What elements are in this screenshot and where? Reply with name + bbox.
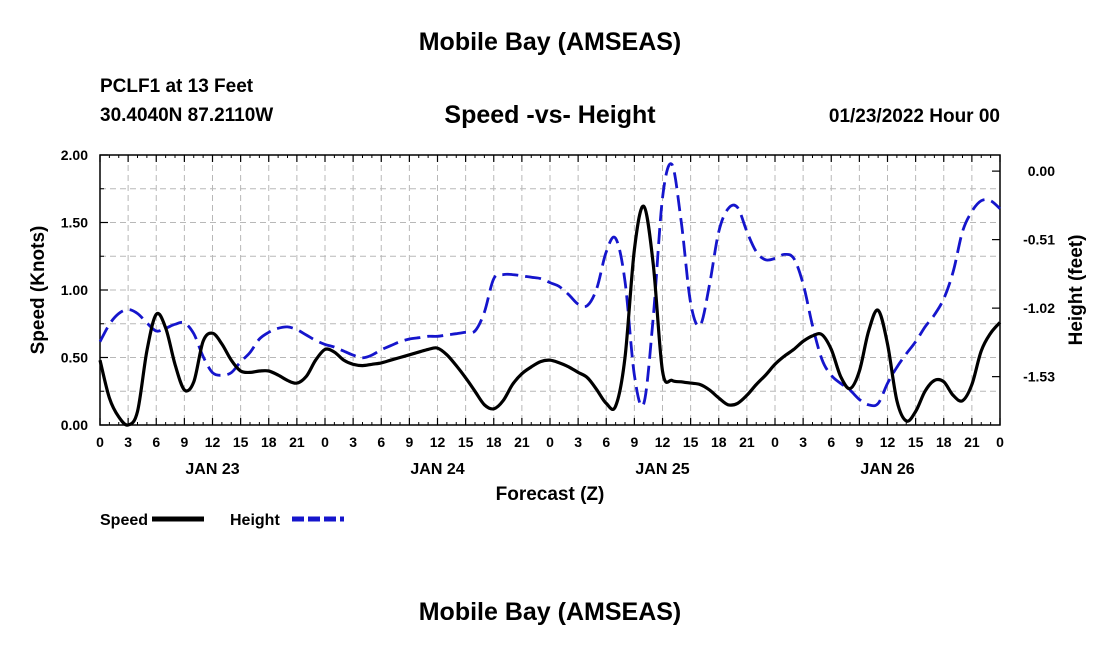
y2-axis-title: Height (feet) [1066, 235, 1087, 346]
x-tick-label: 21 [739, 434, 755, 450]
x-axis-title: Forecast (Z) [496, 484, 605, 505]
x-tick-label: 21 [964, 434, 980, 450]
grid-lines [100, 155, 1000, 425]
x-tick-label: 0 [996, 434, 1004, 450]
y2-tick-label: -1.02 [1023, 300, 1055, 316]
x-tick-label: 15 [908, 434, 924, 450]
axis-labels: 0 3 6 9 12 15 18 21 0 3 6 9 12 15 18 21 0 3 6 9 12 15 18 21 0 3 6 9… [28, 147, 1087, 505]
x-tick-label: 18 [261, 434, 277, 450]
day-label: JAN 26 [860, 461, 914, 478]
x-tick-label: 6 [377, 434, 385, 450]
x-tick-label: 6 [152, 434, 160, 450]
y-tick-label: 0.50 [61, 350, 88, 366]
day-label: JAN 23 [185, 461, 239, 478]
legend-label-height: Height [230, 512, 280, 529]
x-tick-label: 3 [799, 434, 807, 450]
coordinates-label: 30.4040N 87.2110W [100, 105, 274, 126]
day-label: JAN 24 [410, 461, 464, 478]
y-tick-label: 2.00 [61, 147, 88, 163]
x-tick-label: 12 [655, 434, 671, 450]
x-tick-label: 18 [486, 434, 502, 450]
y-tick-label: 1.50 [61, 215, 88, 231]
series-line-speed [98, 204, 1002, 427]
x-tick-label: 6 [602, 434, 610, 450]
x-tick-label: 18 [936, 434, 952, 450]
x-tick-label: 0 [321, 434, 329, 450]
x-tick-label: 15 [233, 434, 249, 450]
day-label: JAN 25 [635, 461, 689, 478]
x-tick-label: 12 [205, 434, 221, 450]
x-tick-label: 15 [683, 434, 699, 450]
x-tick-label: 21 [514, 434, 530, 450]
x-tick-label: 0 [96, 434, 104, 450]
x-tick-label: 3 [349, 434, 357, 450]
x-tick-label: 9 [630, 434, 638, 450]
bottom-title: Mobile Bay (AMSEAS) [418, 598, 682, 626]
x-tick-label: 9 [180, 434, 188, 450]
x-tick-label: 21 [289, 434, 305, 450]
speed-height-chart: 0 3 6 9 12 15 18 21 0 3 6 9 12 15 18 21 0 3 6 9 12 15 18 21 0 3 6 9… [28, 147, 1087, 529]
x-tick-label: 0 [771, 434, 779, 450]
series-line-height [98, 162, 1001, 408]
station-label: PCLF1 at 13 Feet [100, 76, 254, 97]
x-tick-label: 3 [574, 434, 582, 450]
y-tick-label: 0.00 [61, 417, 88, 433]
y2-tick-label: -1.53 [1023, 369, 1055, 385]
axis-ticks [99, 154, 1001, 426]
y2-tick-label: -0.51 [1023, 232, 1055, 248]
x-tick-label: 12 [430, 434, 446, 450]
x-tick-label: 9 [405, 434, 413, 450]
y-axis-title: Speed (Knots) [28, 226, 49, 355]
x-tick-label: 6 [827, 434, 835, 450]
x-tick-label: 12 [880, 434, 896, 450]
forecast-datetime: 01/23/2022 Hour 00 [828, 106, 1000, 127]
x-tick-label: 9 [855, 434, 863, 450]
y-tick-label: 1.00 [61, 282, 88, 298]
y2-tick-label: 0.00 [1028, 163, 1055, 179]
chart-subtitle: Speed -vs- Height [444, 101, 656, 129]
x-tick-label: 18 [711, 434, 727, 450]
x-tick-label: 0 [546, 434, 554, 450]
x-tick-label: 3 [124, 434, 132, 450]
main-title: Mobile Bay (AMSEAS) [418, 28, 682, 56]
legend: Speed Height [100, 512, 344, 529]
legend-label-speed: Speed [100, 512, 148, 529]
x-tick-label: 15 [458, 434, 474, 450]
series-layer [98, 162, 1002, 427]
